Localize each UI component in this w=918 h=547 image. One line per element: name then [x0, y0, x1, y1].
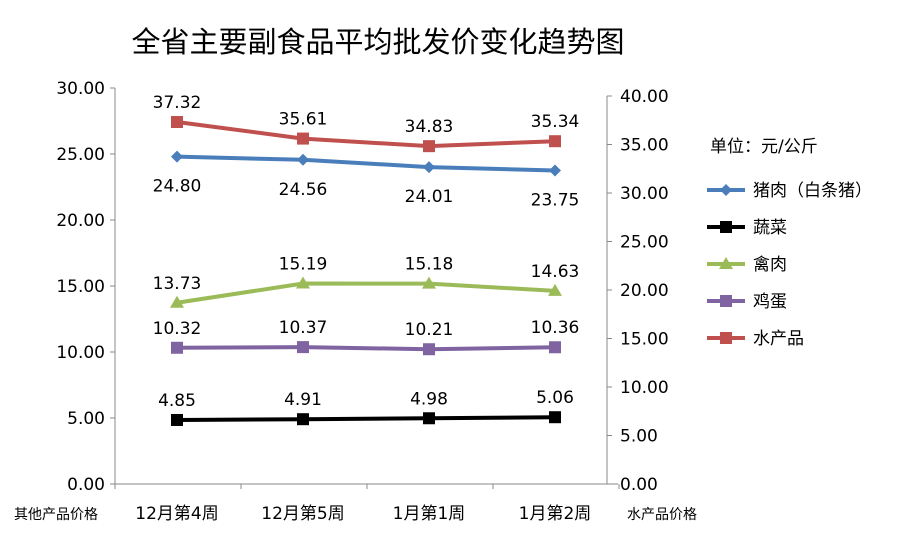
- left-tick-label: 10.00: [56, 343, 105, 363]
- data-point: [171, 341, 183, 354]
- data-label: 34.83: [405, 117, 454, 137]
- data-label: 15.19: [279, 254, 328, 274]
- left-axis-label: 其他产品价格: [14, 507, 98, 523]
- data-point: [297, 413, 309, 426]
- legend-marker: [720, 184, 732, 196]
- legend-marker: [720, 295, 732, 307]
- left-tick-label: 15.00: [56, 277, 105, 297]
- data-label: 10.36: [531, 318, 580, 338]
- data-label: 4.91: [284, 390, 322, 410]
- legend-label: 水产品: [753, 329, 804, 349]
- legend-label: 禽肉: [753, 255, 787, 275]
- data-label: 37.32: [153, 93, 202, 113]
- data-point: [297, 153, 309, 166]
- series-line: [176, 281, 556, 305]
- right-tick-label: 0.00: [620, 475, 658, 495]
- data-label: 23.75: [531, 191, 580, 211]
- right-tick-label: 25.00: [620, 233, 669, 253]
- right-axis-label: 水产品价格: [627, 507, 697, 523]
- legend-label: 猪肉（白条猪）: [753, 181, 872, 201]
- series-line: [176, 345, 556, 352]
- left-tick-label: 20.00: [56, 211, 105, 231]
- right-tick-label: 30.00: [620, 184, 669, 204]
- x-tick-label: 1月第1周: [393, 504, 466, 524]
- chart-title: 全省主要副食品平均批发价变化趋势图: [131, 25, 624, 59]
- data-label: 13.73: [153, 274, 202, 294]
- data-point: [422, 276, 436, 289]
- data-label: 4.98: [410, 389, 448, 409]
- unit-label: 单位：元/公斤: [710, 137, 818, 157]
- right-tick-label: 15.00: [620, 330, 669, 350]
- left-tick-label: 25.00: [56, 145, 105, 165]
- data-point: [549, 341, 561, 354]
- data-point: [171, 413, 183, 426]
- data-point: [423, 140, 435, 153]
- data-point: [423, 412, 435, 425]
- data-point: [423, 161, 435, 174]
- right-tick-label: 20.00: [620, 281, 669, 301]
- legend-label: 鸡蛋: [753, 292, 787, 312]
- data-label: 10.37: [279, 318, 328, 338]
- x-tick-label: 12月第5周: [261, 504, 344, 524]
- x-tick-label: 1月第2周: [519, 504, 592, 524]
- data-label: 24.56: [279, 180, 328, 200]
- left-tick-label: 30.00: [56, 79, 105, 99]
- data-label: 35.61: [279, 110, 328, 130]
- left-tick-label: 0.00: [67, 475, 105, 495]
- legend-marker: [719, 257, 733, 269]
- data-point: [549, 135, 561, 148]
- data-point: [296, 276, 310, 289]
- data-label: 14.63: [531, 262, 580, 282]
- data-label: 5.06: [536, 388, 574, 408]
- left-tick-label: 5.00: [67, 409, 105, 429]
- data-point: [170, 295, 184, 308]
- data-point: [297, 132, 309, 145]
- data-point: [549, 411, 561, 424]
- data-point: [171, 115, 183, 128]
- data-label: 4.85: [158, 391, 196, 411]
- data-point: [548, 283, 562, 296]
- right-tick-label: 40.00: [620, 87, 669, 107]
- data-point: [423, 343, 435, 356]
- data-label: 35.34: [531, 112, 580, 132]
- right-tick-label: 5.00: [620, 427, 658, 447]
- right-tick-label: 35.00: [620, 136, 669, 156]
- legend-label: 蔬菜: [753, 218, 787, 238]
- data-label: 24.80: [153, 177, 202, 197]
- data-point: [549, 164, 561, 177]
- data-point: [297, 341, 309, 354]
- right-tick-label: 10.00: [620, 378, 669, 398]
- series-line: [176, 154, 556, 173]
- data-label: 15.18: [405, 255, 454, 275]
- legend-marker: [720, 332, 732, 344]
- x-tick-label: 12月第4周: [135, 504, 218, 524]
- data-point: [171, 150, 183, 163]
- legend-marker: [720, 221, 732, 233]
- data-label: 10.21: [405, 320, 454, 340]
- data-label: 24.01: [405, 187, 454, 207]
- series-line: [176, 415, 556, 422]
- series-line: [176, 120, 556, 149]
- data-label: 10.32: [153, 319, 202, 339]
